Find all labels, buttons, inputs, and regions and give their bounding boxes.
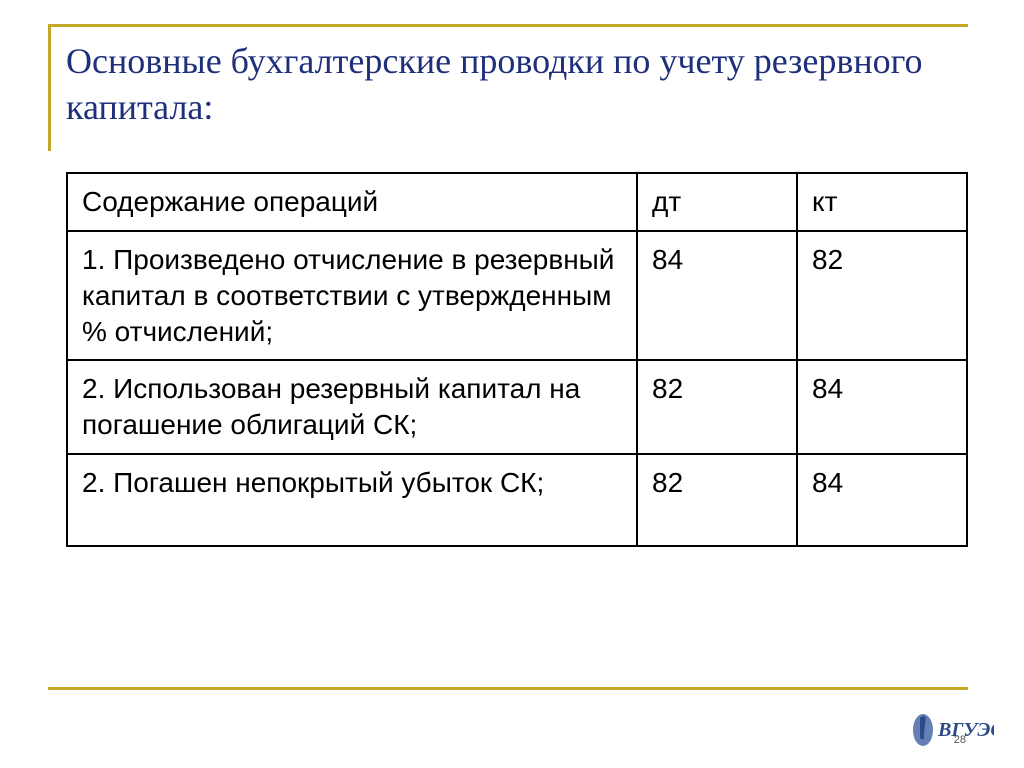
- table-header-row: Содержание операций дт кт: [67, 173, 967, 231]
- table-row: 2. Погашен непокрытый убыток СК; 82 84: [67, 454, 967, 546]
- cell-operation: 1. Произведено отчисление в резервный ка…: [67, 231, 637, 360]
- logo-text: ВГУЭС: [937, 719, 994, 741]
- bottom-rule: [48, 687, 968, 690]
- slide: Основные бухгалтерские проводки по учету…: [0, 0, 1024, 768]
- cell-credit: 82: [797, 231, 967, 360]
- slide-title: Основные бухгалтерские проводки по учету…: [66, 38, 936, 130]
- top-rule: [48, 24, 968, 27]
- cell-debit: 82: [637, 360, 797, 454]
- col-credit: кт: [797, 173, 967, 231]
- title-vertical-bar: [48, 25, 51, 151]
- cell-debit: 82: [637, 454, 797, 546]
- logo: ВГУЭС: [910, 706, 994, 750]
- table-row: 1. Произведено отчисление в резервный ка…: [67, 231, 967, 360]
- entries-table: Содержание операций дт кт 1. Произведено…: [66, 172, 968, 547]
- cell-operation: 2. Погашен непокрытый убыток СК;: [67, 454, 637, 546]
- cell-credit: 84: [797, 360, 967, 454]
- cell-operation: 2. Использован резервный капитал на пога…: [67, 360, 637, 454]
- col-operations: Содержание операций: [67, 173, 637, 231]
- cell-credit: 84: [797, 454, 967, 546]
- table-row: 2. Использован резервный капитал на пога…: [67, 360, 967, 454]
- col-debit: дт: [637, 173, 797, 231]
- title-wrap: Основные бухгалтерские проводки по учету…: [66, 38, 976, 130]
- cell-debit: 84: [637, 231, 797, 360]
